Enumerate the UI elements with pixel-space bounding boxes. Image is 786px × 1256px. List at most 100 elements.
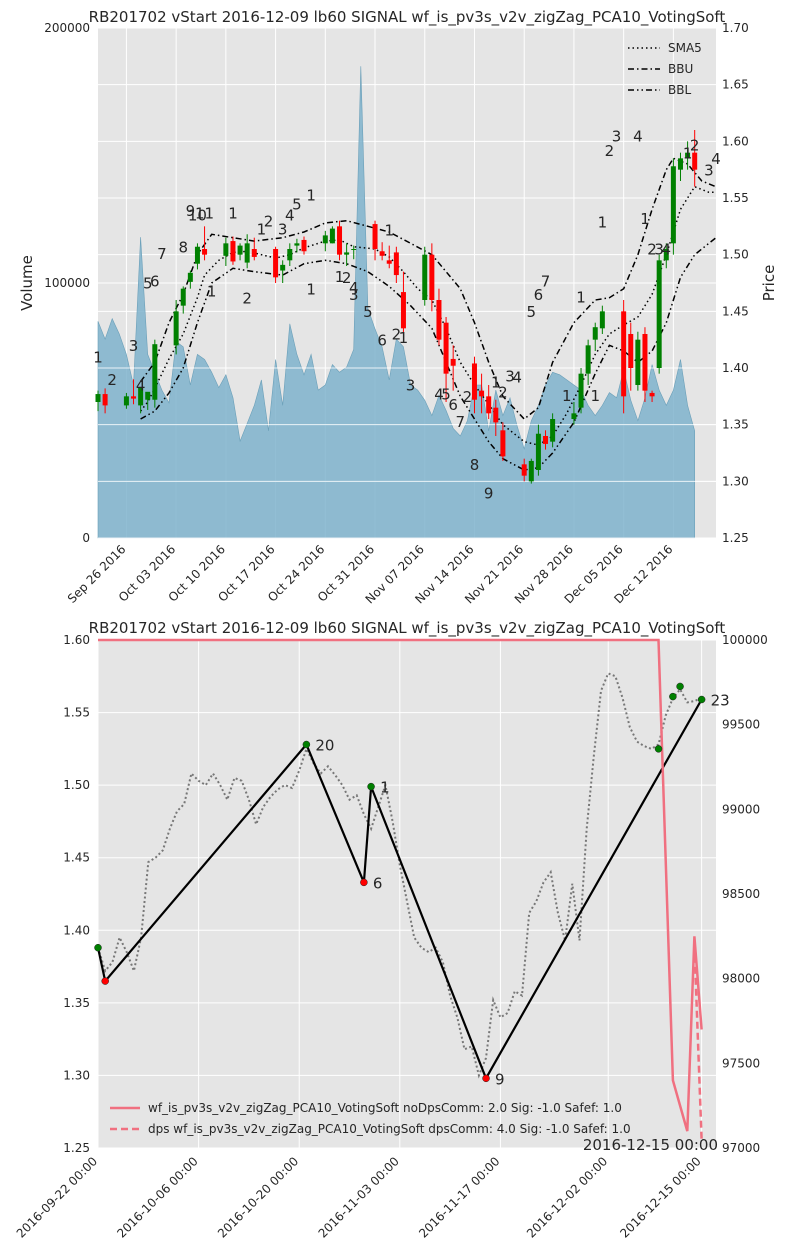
bottom-right-tick: 97000 bbox=[722, 1141, 760, 1155]
zigzag-marker bbox=[101, 977, 109, 985]
candle-annotation: 2 bbox=[107, 371, 117, 389]
candle-body bbox=[251, 249, 257, 257]
candle-body bbox=[493, 407, 499, 423]
bottom-left-tick: 1.55 bbox=[63, 706, 90, 720]
zigzag-point-label: 20 bbox=[315, 737, 334, 755]
candle-annotation: 1 bbox=[93, 348, 103, 366]
candle-body bbox=[329, 228, 335, 244]
candle-annotation: 3 bbox=[654, 241, 664, 259]
top-ylabel-left: Volume bbox=[18, 255, 36, 311]
candle-annotation: 1 bbox=[306, 186, 316, 204]
candle-body bbox=[550, 419, 556, 442]
top-ylabel-right: Price bbox=[760, 265, 778, 302]
top-right-tick: 1.50 bbox=[722, 248, 749, 262]
candle-annotation: 3 bbox=[278, 220, 288, 238]
candle-annotation: 7 bbox=[541, 272, 551, 290]
candle-body bbox=[422, 254, 428, 300]
candle-body bbox=[670, 166, 676, 244]
bottom-left-tick: 1.25 bbox=[63, 1141, 90, 1155]
bottom-chart-title: RB201702 vStart 2016-12-09 lb60 SIGNAL w… bbox=[89, 619, 726, 638]
candle-annotation: 5 bbox=[292, 195, 302, 213]
zigzag-marker bbox=[697, 695, 706, 704]
candle-body bbox=[578, 373, 584, 408]
candle-body bbox=[379, 251, 385, 256]
candle-annotation: 3 bbox=[349, 286, 359, 304]
legend-label: BBL bbox=[668, 83, 691, 97]
candle-annotation: 3 bbox=[612, 127, 622, 145]
candle-body bbox=[273, 249, 279, 278]
candle-body bbox=[173, 311, 179, 346]
candle-annotation: 1 bbox=[562, 387, 572, 405]
volume-area bbox=[97, 66, 716, 539]
candle-body bbox=[280, 264, 286, 271]
bottom-right-tick: 98000 bbox=[722, 972, 760, 986]
candle-body bbox=[500, 430, 506, 457]
candle-annotation: 6 bbox=[377, 331, 387, 349]
candle-body bbox=[436, 300, 442, 340]
candle-body bbox=[194, 246, 200, 264]
bottom-right-tick: 99000 bbox=[722, 802, 760, 816]
candle-body bbox=[628, 334, 634, 368]
candle-annotation: 8 bbox=[178, 238, 188, 256]
candle-body bbox=[521, 464, 527, 476]
candle-body bbox=[393, 252, 399, 276]
candle-annotation: 2 bbox=[605, 142, 615, 160]
candle-annotation: 11 bbox=[195, 204, 214, 222]
candle-annotation: 9 bbox=[484, 484, 494, 502]
candle-annotation: 1 bbox=[491, 373, 501, 391]
price-series bbox=[97, 672, 702, 1079]
candle-body bbox=[443, 322, 449, 374]
candle-annotation: 6 bbox=[448, 396, 458, 414]
candle-annotation: 4 bbox=[349, 279, 359, 297]
candle-annotation: 4 bbox=[633, 127, 643, 145]
candle-body bbox=[663, 249, 669, 261]
candle-body bbox=[244, 243, 250, 263]
candle-annotation: 6 bbox=[534, 286, 544, 304]
zigzag-marker bbox=[654, 745, 663, 753]
candle-annotation: 2 bbox=[498, 383, 508, 401]
candle-body bbox=[372, 224, 378, 249]
zigzag-point-label: 1 bbox=[380, 779, 390, 797]
candle-annotation: 2 bbox=[392, 326, 402, 344]
candle-body bbox=[187, 272, 193, 282]
candle-annotation: 2 bbox=[690, 136, 700, 154]
bbu-series bbox=[139, 157, 717, 421]
bottom-left-tick: 1.50 bbox=[63, 778, 90, 792]
candle-body bbox=[202, 249, 208, 255]
candle-body bbox=[337, 226, 343, 255]
top-right-tick: 1.25 bbox=[722, 531, 749, 545]
candle-annotation: 2 bbox=[264, 212, 274, 230]
bottom-chart: 20 6 1 9 23 1.25 1.30 1.35 1.40 1.45 1.50 1.55 1.60… bbox=[14, 619, 768, 1241]
zigzag-point-label: 6 bbox=[373, 874, 383, 892]
candle-annotation: 1 bbox=[640, 210, 650, 228]
candle-body bbox=[131, 396, 137, 399]
top-left-tick: 200000 bbox=[44, 21, 90, 35]
top-right-tick: 1.30 bbox=[722, 474, 749, 488]
candle-body bbox=[294, 243, 300, 246]
candle-body bbox=[351, 249, 357, 250]
zigzag-marker bbox=[482, 1074, 490, 1083]
candle-body bbox=[152, 344, 158, 400]
candle-annotation: 7 bbox=[456, 413, 466, 431]
bottom-right-tick: 100000 bbox=[722, 633, 768, 647]
bottom-corner-label: 2016-12-15 00:00 bbox=[583, 1136, 718, 1154]
top-chart-title: RB201702 vStart 2016-12-09 lb60 SIGNAL w… bbox=[89, 8, 726, 27]
legend-label: SMA5 bbox=[668, 41, 702, 55]
candle-annotation: 8 bbox=[470, 456, 480, 474]
candle-annotation: 4 bbox=[136, 377, 146, 395]
candle-body bbox=[223, 243, 229, 256]
candle-annotation: 4 bbox=[662, 241, 672, 259]
candle-annotation: 1 bbox=[683, 144, 693, 162]
zigzag-marker bbox=[94, 943, 102, 952]
candle-annotation: 2 bbox=[463, 388, 473, 406]
candle-annotation: 1 bbox=[335, 268, 345, 286]
candle-annotation: 2 bbox=[342, 269, 352, 287]
candle-body bbox=[479, 390, 485, 397]
candle-annotation: 1 bbox=[228, 204, 238, 222]
candle-body bbox=[138, 387, 144, 406]
candle-body bbox=[685, 152, 691, 159]
zigzag-marker bbox=[360, 878, 368, 887]
candle-body bbox=[528, 460, 534, 482]
top-right-tick: 1.70 bbox=[722, 21, 749, 35]
candle-body bbox=[571, 413, 577, 419]
